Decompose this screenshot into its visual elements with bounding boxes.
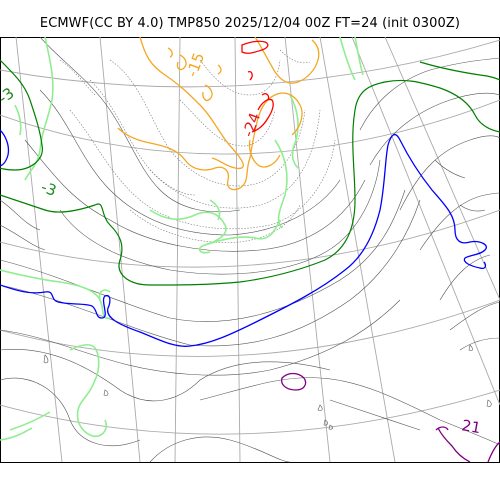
dotted-isotherms [59,49,336,243]
temperature-map: -15 -24 -3 -3 21 [0,37,500,463]
red-isotherms [241,40,274,133]
blue-isotherm [0,129,10,167]
latitude-line [0,389,500,435]
longitude-line [284,37,331,463]
longitude-line [99,37,141,463]
contour-label-21: 21 [460,416,482,437]
orange-isotherms [117,37,320,191]
latitude-line [0,39,500,88]
longitude-line [174,37,181,463]
light-green-isotherms [0,37,364,441]
longitude-line [319,37,396,463]
thin-isotherms [0,37,500,463]
blue-isotherm [0,133,487,347]
latitude-line [0,209,500,268]
purple-isotherms [281,372,500,463]
green-isotherms [0,59,500,286]
graticule [0,37,500,463]
latitude-line [0,99,500,155]
contour-label-minus3: -3 [39,178,59,200]
longitude-line [15,37,63,463]
longitude-line [234,37,241,463]
map-title: ECMWF(CC BY 4.0) TMP850 2025/12/04 00Z F… [39,16,461,31]
longitude-line [351,37,500,406]
latitude-line [0,299,500,357]
